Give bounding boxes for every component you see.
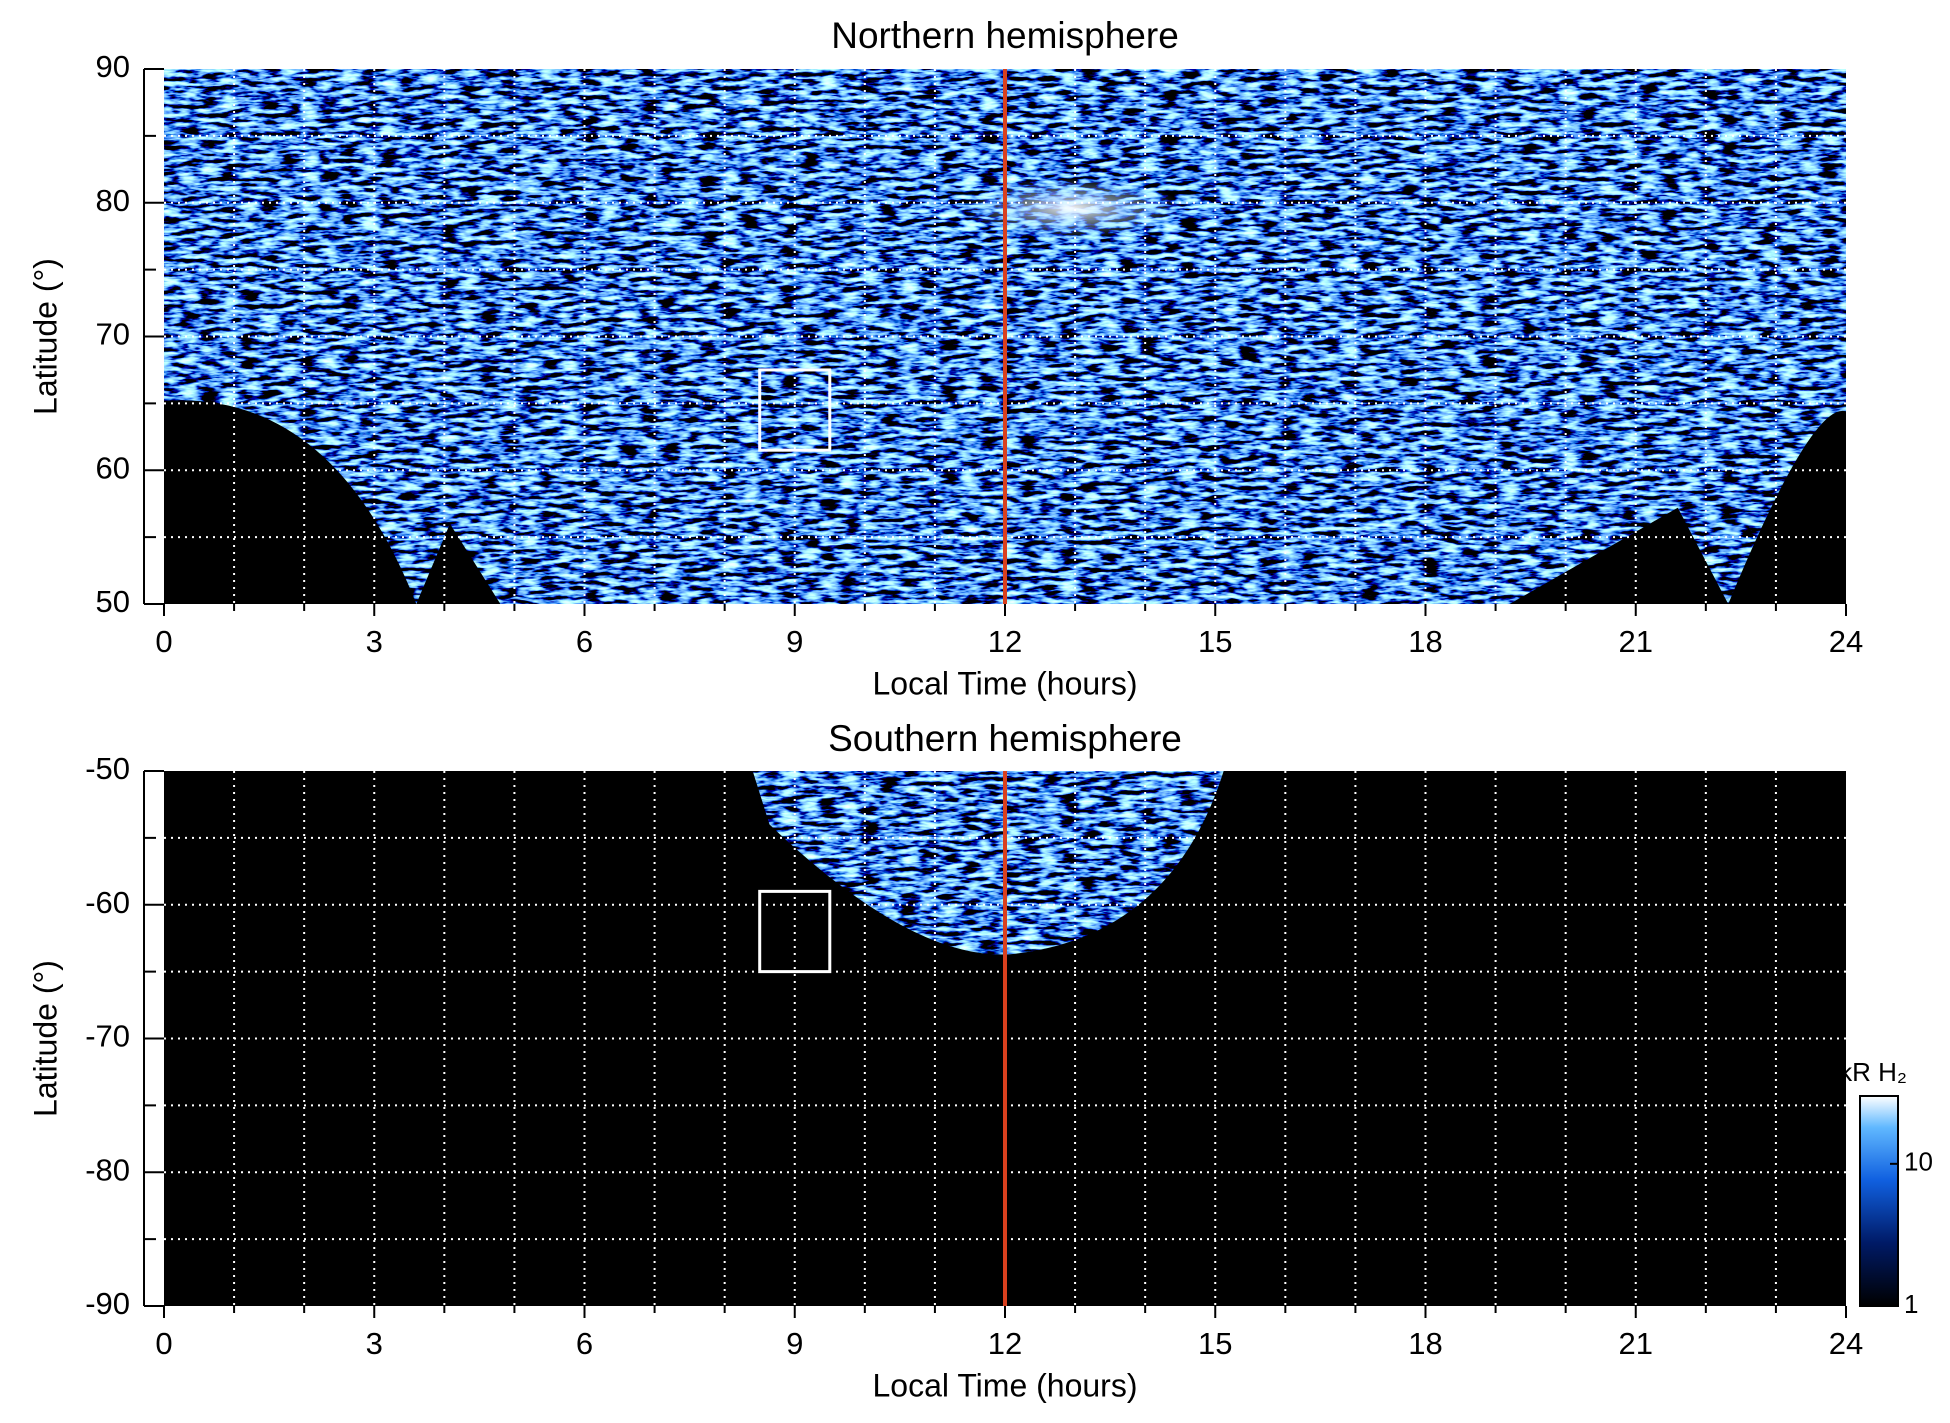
x-tick-label: 0 — [155, 1326, 172, 1361]
x-tick-label: 9 — [786, 1326, 803, 1361]
y-tick-label: -70 — [85, 1019, 130, 1054]
y-tick-label: -80 — [85, 1152, 130, 1187]
y-tick-label: 90 — [96, 49, 130, 84]
x-tick-label: 0 — [155, 624, 172, 659]
y-axis-label: Latitude (°) — [27, 258, 63, 415]
y-tick-label: -60 — [85, 885, 130, 920]
x-axis-label: Local Time (hours) — [873, 665, 1138, 701]
x-tick-label: 24 — [1829, 1326, 1863, 1361]
y-tick-label: 80 — [96, 183, 130, 218]
emission-bright-spot — [962, 178, 1183, 239]
y-tick-label: 70 — [96, 317, 130, 352]
x-tick-label: 3 — [366, 1326, 383, 1361]
x-tick-label: 18 — [1408, 624, 1442, 659]
x-tick-label: 21 — [1619, 624, 1653, 659]
x-tick-label: 12 — [988, 624, 1022, 659]
region-box — [758, 368, 832, 452]
y-tick-label: 50 — [96, 584, 130, 619]
colorbar-tick-label: 1 — [1904, 1289, 1918, 1319]
x-tick-label: 15 — [1198, 1326, 1232, 1361]
x-tick-label: 18 — [1408, 1326, 1442, 1361]
x-tick-label: 9 — [786, 624, 803, 659]
region-box — [758, 889, 832, 974]
colorbar-label: kR H₂ — [1839, 1057, 1907, 1087]
colorbar — [1859, 1095, 1899, 1307]
x-tick-label: 21 — [1619, 1326, 1653, 1361]
y-axis-label: Latitude (°) — [27, 960, 63, 1117]
chart-title: Southern hemisphere — [828, 718, 1182, 759]
x-tick-label: 15 — [1198, 624, 1232, 659]
x-tick-label: 3 — [366, 624, 383, 659]
x-tick-label: 6 — [576, 1326, 593, 1361]
x-tick-label: 12 — [988, 1326, 1022, 1361]
chart-title: Northern hemisphere — [831, 15, 1179, 56]
x-tick-label: 24 — [1829, 624, 1863, 659]
y-tick-label: -50 — [85, 751, 130, 786]
colorbar-tick-label: 10 — [1904, 1147, 1933, 1177]
x-axis-label: Local Time (hours) — [873, 1367, 1138, 1403]
y-tick-label: 60 — [96, 450, 130, 485]
y-tick-label: -90 — [85, 1286, 130, 1321]
x-tick-label: 6 — [576, 624, 593, 659]
